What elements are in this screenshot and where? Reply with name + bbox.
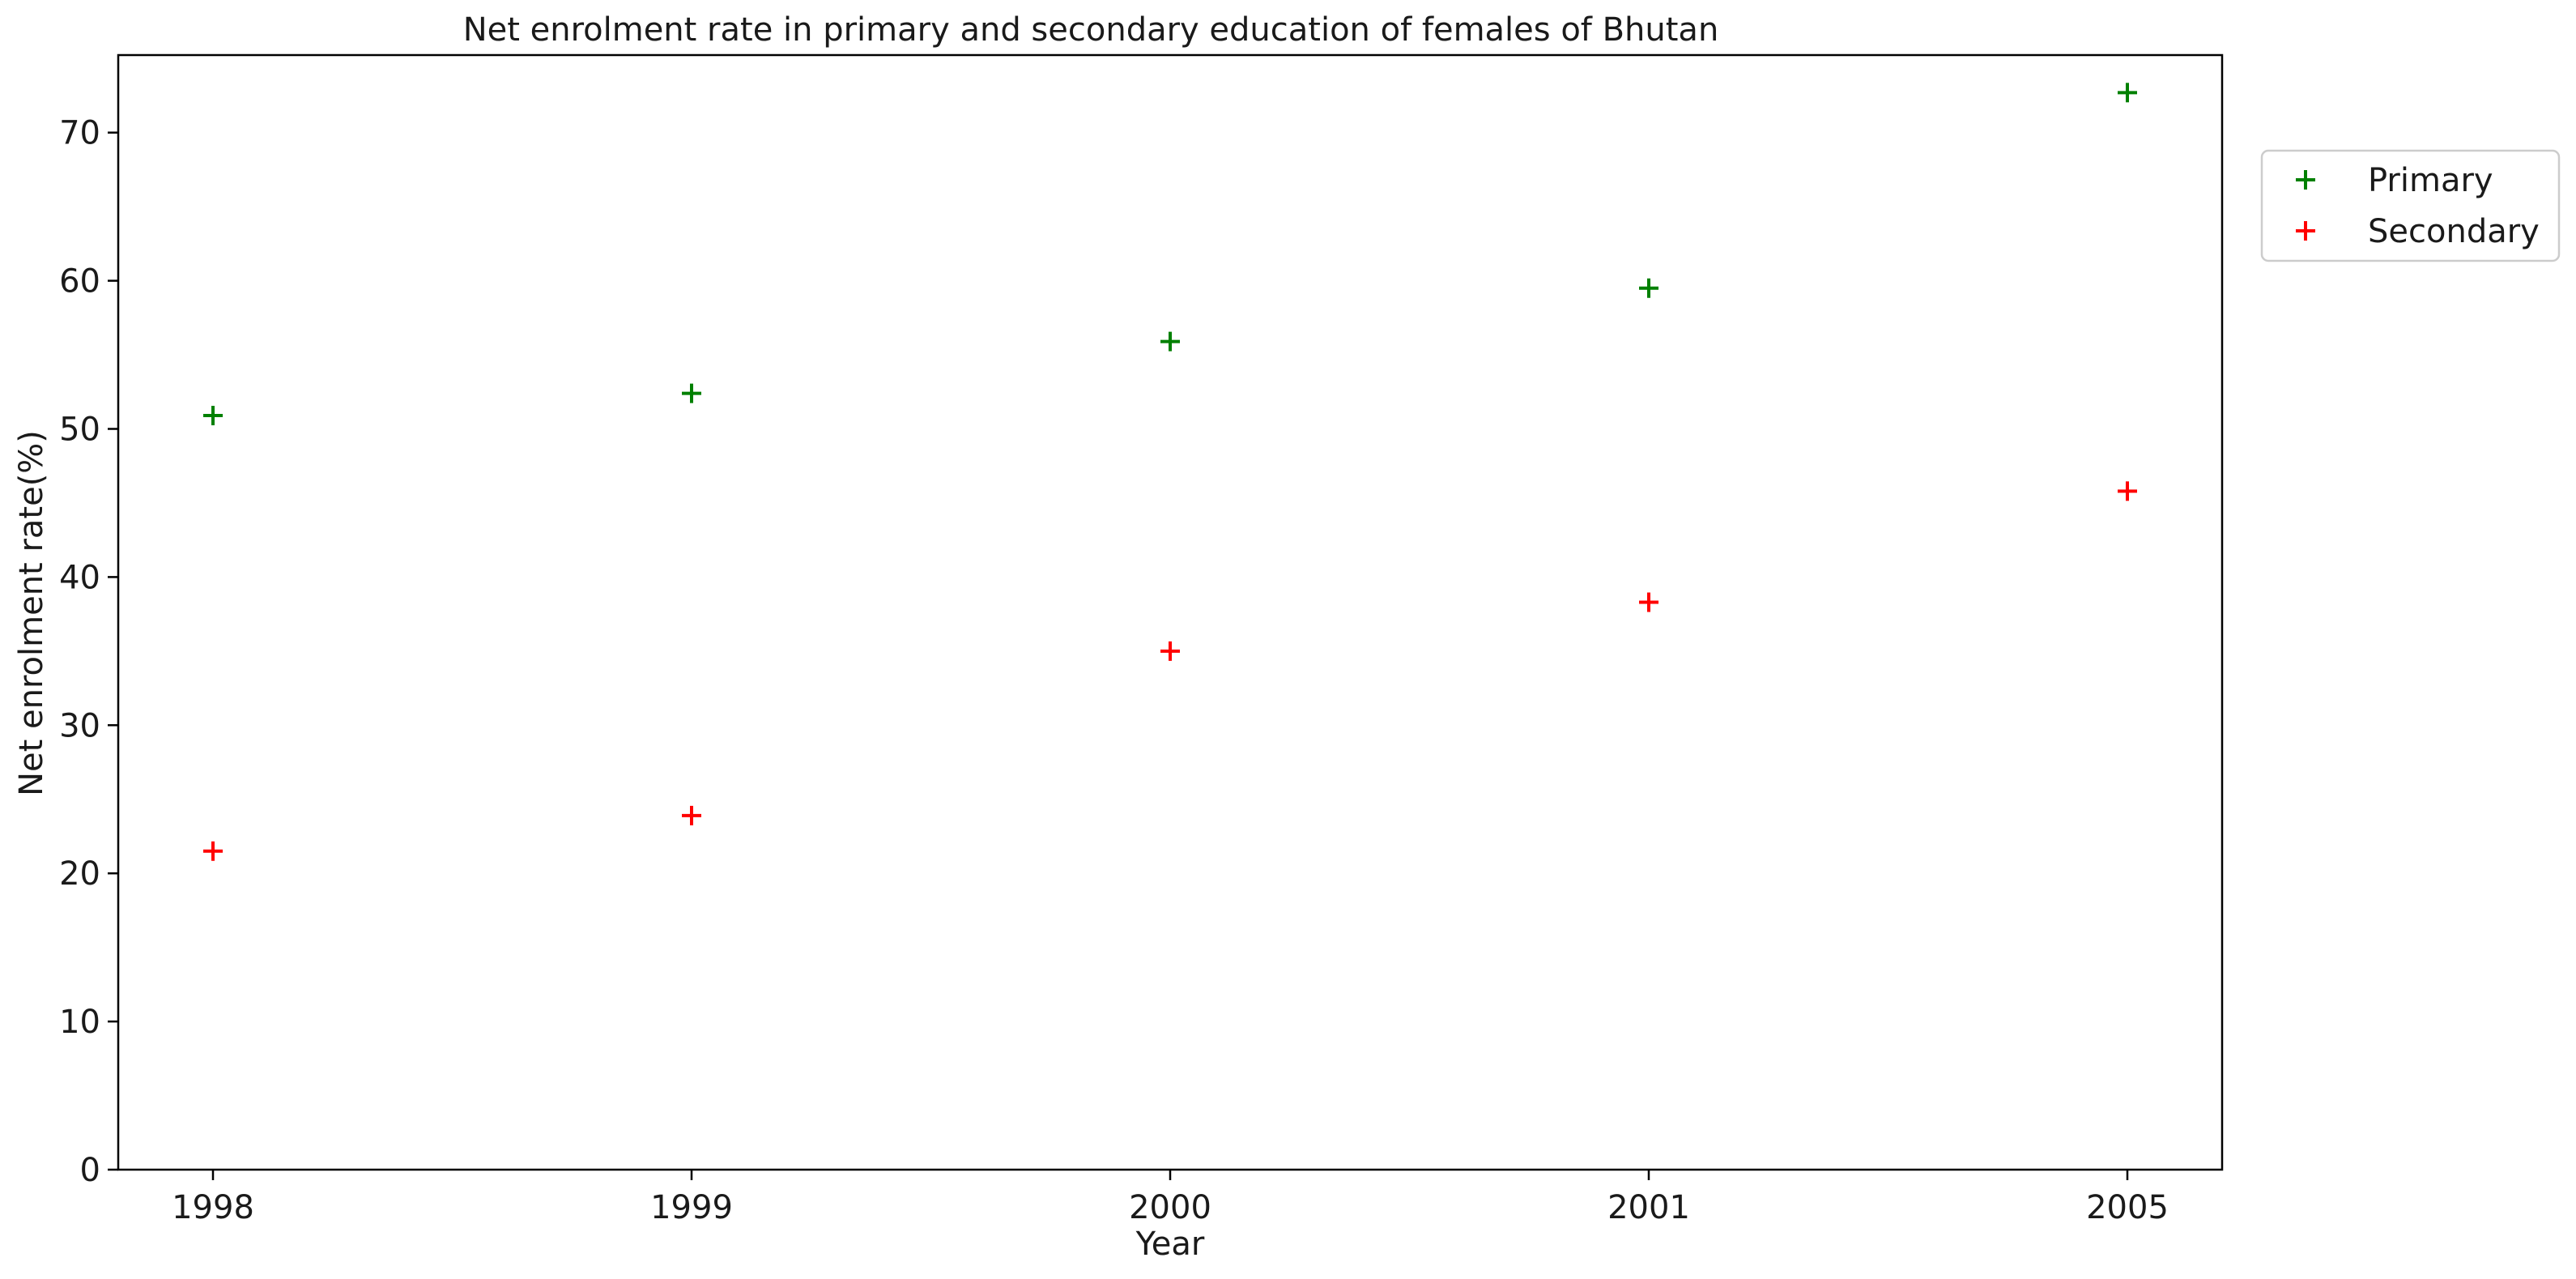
legend-item-secondary: Secondary [2296,213,2540,250]
legend-marker-primary [2296,170,2315,190]
x-tick-label: 1999 [650,1189,733,1226]
data-point-secondary [1639,592,1658,612]
data-point-primary [1639,278,1658,298]
y-tick-label: 30 [59,707,100,744]
data-point-secondary [1160,641,1180,661]
legend-marker-secondary [2296,221,2315,241]
x-tick-label: 2001 [1607,1189,1690,1226]
series-primary [203,83,2137,426]
y-tick-label: 60 [59,263,100,301]
data-point-primary [1160,331,1180,352]
y-tick-label: 70 [59,115,100,152]
data-point-primary [2118,83,2137,103]
x-tick-label: 2005 [2086,1189,2169,1226]
chart-title: Net enrolment rate in primary and second… [463,11,1719,49]
x-tick-label: 1998 [172,1189,254,1226]
y-tick-label: 20 [59,855,100,893]
y-tick-label: 40 [59,559,100,596]
x-tick-label: 2000 [1129,1189,1211,1226]
legend-items: Primary Secondary [2296,162,2540,250]
x-axis-label: Year [1135,1226,1205,1263]
legend-label: Secondary [2368,213,2540,250]
data-point-secondary [203,841,223,861]
y-tick-label: 50 [59,411,100,449]
y-tick-label: 0 [80,1152,100,1189]
legend: Primary Secondary [2260,149,2561,262]
legend-item-primary: Primary [2296,162,2493,199]
data-point-primary [682,383,701,403]
data-point-secondary [2118,481,2137,501]
legend-label: Primary [2368,162,2493,199]
plot-area [117,53,2224,1171]
legend-box [2260,149,2561,262]
data-point-primary [203,406,223,426]
y-tick-label: 10 [59,1004,100,1041]
y-axis: 0 10 20 30 40 50 60 70 [59,115,118,1189]
y-axis-label: Net enrolment rate(%) [13,430,50,796]
x-axis: 1998 1999 2000 2001 2005 [172,1170,2169,1226]
data-points [203,83,2137,861]
data-point-secondary [682,805,701,825]
series-secondary [203,481,2137,861]
